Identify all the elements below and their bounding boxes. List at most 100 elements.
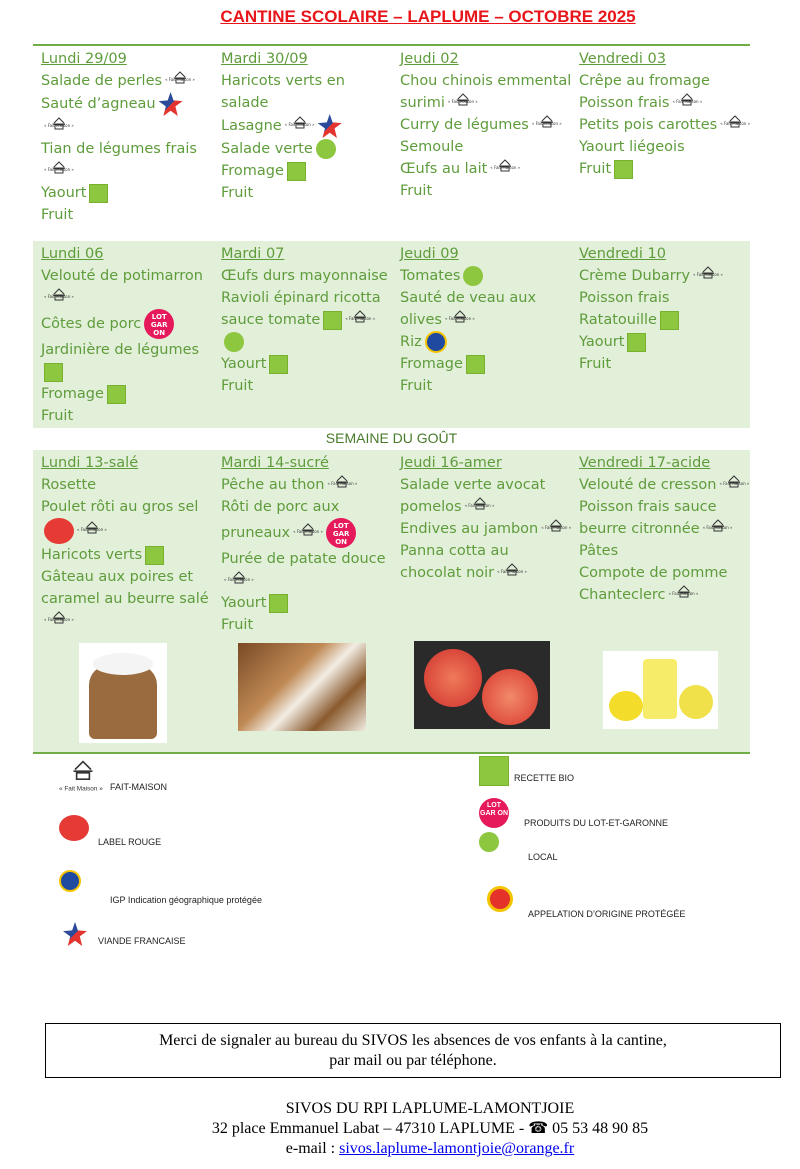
dish: Petits pois carottes « Fait Maison » — [579, 114, 751, 136]
dish: Salade verte — [221, 138, 393, 160]
day-heading: Mardi 07 — [221, 246, 285, 262]
fait-maison-icon: « Fait Maison » — [445, 310, 475, 330]
dish-name: Côtes de porc — [41, 316, 142, 332]
dish: Ratatouille — [579, 309, 751, 331]
fait-maison-icon: « Fait Maison » — [59, 760, 107, 792]
dish: Œufs durs mayonnaise — [221, 265, 393, 287]
dish-name: Petits pois carottes — [579, 117, 718, 133]
dish-name: Jardinière de légumes — [41, 342, 200, 358]
fait-maison-text: « Fait Maison » — [44, 617, 74, 622]
dish-name: Fruit — [41, 207, 74, 223]
dish-name: Yaourt — [221, 356, 267, 372]
fait-maison-icon: « Fait Maison » — [327, 475, 357, 495]
dish: Haricots verts en salade — [221, 70, 393, 114]
dish: Fromage — [41, 383, 213, 405]
fait-maison-icon: « Fait Maison » — [44, 161, 74, 181]
dish: Pêche au thon « Fait Maison » — [221, 474, 393, 496]
dish-name: Ravioli épinard ricotta sauce tomate — [221, 290, 381, 328]
fait-maison-text: « Fait Maison » — [702, 525, 733, 530]
lot-garon-icon: LOT GAR ON — [326, 518, 357, 548]
fait-maison-icon: « Fait Maison » — [165, 71, 195, 91]
bio-icon — [614, 159, 634, 179]
fait-maison-text: « Fait Maison » — [327, 481, 358, 486]
dish-name: Velouté de potimarron — [41, 268, 203, 284]
fait-maison-text: « Fait Maison » — [447, 99, 478, 104]
igp-icon — [59, 870, 81, 892]
day-column: Jeudi 02 Chou chinois emmental surimi « Fa… — [400, 48, 572, 202]
dish-name: Poulet rôti au gros sel — [41, 499, 199, 515]
fait-maison-icon: « Fait Maison » — [672, 93, 702, 113]
dish-name: Poisson frais — [579, 290, 670, 306]
dish-name: Gâteau aux poires et caramel au beurre s… — [41, 569, 209, 607]
fait-maison-text: « Fait Maison » — [77, 527, 107, 532]
dish-name: Fromage — [400, 356, 463, 372]
footer-org: SIVOS DU RPI LAPLUME-LAMONTJOIE — [285, 1100, 575, 1117]
fait-maison-text: « Fait Maison » — [224, 577, 254, 582]
day-column: Lundi 29/09 Salade de perles « Fait Maison… — [41, 48, 213, 226]
dish-name: Salade de perles — [41, 73, 163, 89]
dish-name: Haricots verts en salade — [221, 73, 345, 111]
dish-name: Curry de légumes — [400, 117, 529, 133]
fait-maison-icon: « Fait Maison » — [490, 159, 520, 179]
day-column: Mardi 14-sucré Pêche au thon « Fait Maison… — [221, 452, 393, 636]
day-heading: Jeudi 16-amer — [400, 455, 502, 471]
dish: Poulet rôti au gros sel « Fait Maison » — [41, 496, 213, 544]
bio-icon — [479, 756, 509, 786]
dish-name: Salade verte avocat pomelos — [400, 477, 546, 515]
fait-maison-icon: « Fait Maison » — [720, 115, 750, 135]
dish-name: Purée de patate douce — [221, 551, 386, 567]
bio-icon — [145, 545, 165, 565]
dish-name: Haricots verts — [41, 547, 143, 563]
bio-icon — [44, 362, 63, 382]
email-link[interactable]: sivos.laplume-lamontjoie@orange.fr — [339, 1140, 575, 1157]
dish-name: Crêpe au fromage — [579, 73, 710, 89]
fait-maison-icon: « Fait Maison » — [293, 523, 323, 543]
dish: Poisson frais sauce beurre citronnée « Fa… — [579, 496, 751, 540]
legend-label-igp: IGP Indication géographique protégée — [110, 895, 262, 905]
dish: Fruit — [221, 375, 393, 397]
dish-name: Poisson frais sauce beurre citronnée — [579, 499, 717, 537]
dish: Riz — [400, 331, 572, 353]
dish-name: Sauté d’agneau — [41, 96, 156, 112]
igp-icon — [424, 331, 447, 353]
fait-maison-icon: « Fait Maison » — [497, 563, 527, 583]
dish: Poisson frais — [579, 287, 751, 309]
dish-name: Poisson frais — [579, 95, 670, 111]
footer-email-line: e-mail : sivos.laplume-lamontjoie@orange… — [0, 1139, 800, 1159]
dish-name: Compote de pomme Chanteclerc — [579, 565, 728, 603]
footer-address: 32 place Emmanuel Labat – 47310 LAPLUME … — [211, 1120, 649, 1137]
dish-name: Lasagne — [221, 118, 282, 134]
dish: Haricots verts — [41, 544, 213, 566]
dish: Fruit — [579, 353, 751, 375]
salt-sack-image — [79, 643, 167, 743]
dish: Compote de pomme Chanteclerc « Fait Maiso… — [579, 562, 751, 606]
dish-name: Riz — [400, 334, 422, 350]
semaine-du-gout-heading: SEMAINE DU GOÛT — [325, 430, 458, 446]
viande-francaise-icon — [63, 922, 87, 946]
fait-maison-text: « Fait Maison » — [345, 316, 376, 321]
dish: Fruit — [400, 375, 572, 397]
dish-name: Fromage — [41, 386, 104, 402]
dish-name: Chou chinois emmental surimi — [400, 73, 572, 111]
fait-maison-icon: « Fait Maison » — [448, 93, 478, 113]
fait-maison-text: « Fait Maison » — [445, 316, 475, 321]
fait-maison-text: « Fait Maison » — [541, 525, 572, 530]
dish: Purée de patate douce « Fait Maison » — [221, 548, 393, 592]
dish-name: Fruit — [221, 378, 254, 394]
day-heading: Lundi 06 — [41, 246, 104, 262]
day-column: Vendredi 17-acide Velouté de cresson « Fai… — [579, 452, 751, 606]
bio-icon — [659, 310, 679, 330]
fait-maison-icon: « Fait Maison » — [719, 475, 749, 495]
sugar-cubes-image — [238, 643, 366, 731]
label-rouge-icon — [59, 815, 89, 841]
fait-maison-text: « Fait Maison » — [59, 784, 103, 792]
bio-icon — [465, 354, 485, 374]
fait-maison-icon: « Fait Maison » — [345, 310, 375, 330]
day-heading: Mardi 30/09 — [221, 51, 308, 67]
week-3: Lundi 13-salé Rosette Poulet rôti au gros … — [33, 450, 750, 754]
dish-name: Yaourt — [221, 595, 267, 611]
day-heading: Vendredi 03 — [579, 51, 666, 67]
dish-name: Endives au jambon — [400, 521, 539, 537]
day-column: Jeudi 09 Tomates Sauté de veau aux olives «… — [400, 243, 572, 397]
dish-name: Tian de légumes frais — [41, 141, 197, 157]
